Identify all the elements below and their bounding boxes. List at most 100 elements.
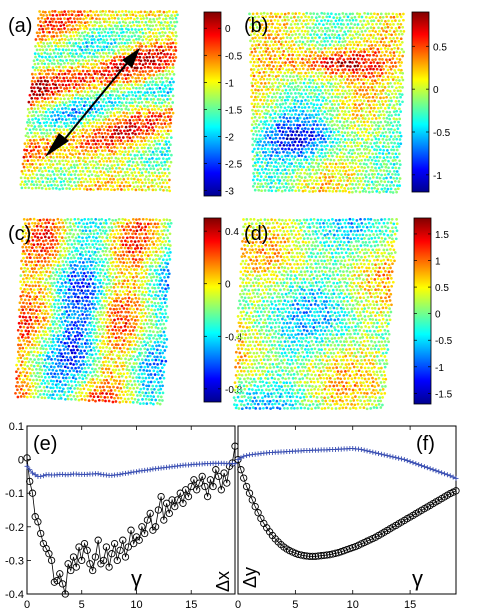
- particle-dot: [32, 224, 36, 228]
- particle-dot: [373, 64, 377, 68]
- particle-dot: [40, 34, 44, 38]
- particle-dot: [98, 21, 102, 24]
- particle-dot: [251, 108, 254, 112]
- particle-dot: [383, 86, 387, 89]
- particle-dot: [74, 110, 78, 114]
- particle-dot: [250, 50, 254, 54]
- particle-dot: [41, 100, 44, 103]
- particle-dot: [35, 31, 39, 35]
- particle-dot: [275, 30, 279, 33]
- particle-dot: [155, 80, 158, 84]
- particle-dot: [382, 75, 385, 79]
- particle-dot: [51, 222, 55, 226]
- particle-dot: [259, 120, 263, 123]
- particle-dot: [127, 28, 130, 31]
- particle-dot: [256, 178, 259, 181]
- particle-dot: [118, 166, 121, 170]
- particle-dot: [281, 168, 284, 172]
- particle-dot: [38, 37, 42, 41]
- particle-dot: [167, 45, 170, 49]
- colorbar-tick-label: -3: [225, 187, 234, 198]
- particle-dot: [331, 29, 335, 33]
- particle-dot: [141, 150, 145, 153]
- particle-dot: [115, 117, 118, 121]
- particle-dot: [64, 48, 68, 52]
- particle-dot: [333, 75, 337, 78]
- particle-dot: [160, 171, 164, 175]
- particle-dot: [151, 246, 154, 250]
- particle-dot: [57, 89, 60, 93]
- particle-dot: [68, 177, 71, 181]
- particle-dot: [142, 136, 146, 140]
- particle-dot: [83, 56, 87, 59]
- particle-dot: [374, 58, 377, 61]
- particle-dot: [324, 106, 328, 110]
- particle-dot: [321, 71, 324, 75]
- particle-dot: [345, 126, 349, 130]
- particle-dot: [268, 57, 272, 60]
- particle-dot: [132, 23, 136, 27]
- particle-dot: [371, 176, 375, 179]
- particle-dot: [108, 160, 112, 163]
- particle-dot: [325, 120, 328, 124]
- particle-dot: [87, 48, 90, 51]
- particle-dot: [70, 66, 74, 70]
- particle-dot: [308, 175, 311, 178]
- colorbar-tick-label: 0: [433, 85, 439, 96]
- particle-dot: [64, 89, 67, 93]
- particle-dot: [337, 25, 341, 29]
- particle-dot: [311, 43, 314, 47]
- particle-dot: [136, 163, 140, 167]
- particle-dot: [92, 229, 95, 233]
- particle-dot: [99, 170, 102, 173]
- particle-dot: [141, 181, 144, 185]
- particle-dot: [345, 175, 349, 179]
- particle-dot: [326, 186, 330, 190]
- particle-dot: [391, 131, 395, 134]
- particle-dot: [161, 80, 165, 84]
- particle-dot: [376, 92, 380, 96]
- particle-dot: [361, 154, 365, 158]
- particle-dot: [254, 43, 258, 47]
- particle-dot: [125, 121, 129, 125]
- particle-dot: [391, 57, 395, 60]
- particle-dot: [141, 244, 145, 247]
- particle-dot: [360, 173, 363, 176]
- particle-dot: [304, 71, 307, 75]
- particle-dot: [51, 187, 55, 190]
- particle-dot: [302, 75, 306, 78]
- particle-dot: [41, 239, 45, 243]
- particle-dot: [348, 19, 352, 22]
- particle-dot: [293, 22, 297, 26]
- particle-dot: [278, 103, 282, 106]
- particle-dot: [74, 76, 78, 80]
- particle-dot: [317, 50, 321, 54]
- particle-dot: [72, 233, 76, 236]
- particle-dot: [313, 141, 317, 145]
- particle-dot: [54, 47, 58, 51]
- particle-dot: [122, 228, 126, 232]
- particle-dot: [134, 174, 138, 178]
- particle-dot: [369, 120, 373, 124]
- particle-dot: [90, 156, 94, 160]
- particle-dot: [138, 111, 141, 115]
- particle-dot: [317, 98, 321, 102]
- particle-dot: [392, 184, 396, 187]
- particle-dot: [383, 40, 386, 44]
- particle-dot: [294, 47, 298, 51]
- particle-dot: [77, 159, 81, 163]
- particle-dot: [109, 170, 113, 174]
- particle-dot: [254, 64, 258, 68]
- particle-dot: [136, 83, 140, 87]
- particle-dot: [34, 72, 37, 76]
- particle-dot: [113, 16, 117, 20]
- particle-dot: [332, 16, 336, 19]
- particle-dot: [68, 23, 71, 27]
- particle-dot: [254, 95, 257, 99]
- particle-dot: [357, 61, 361, 65]
- particle-dot: [260, 147, 264, 151]
- particle-dot: [386, 75, 390, 79]
- particle-dot: [375, 148, 379, 152]
- particle-dot: [96, 139, 100, 143]
- particle-dot: [77, 221, 81, 225]
